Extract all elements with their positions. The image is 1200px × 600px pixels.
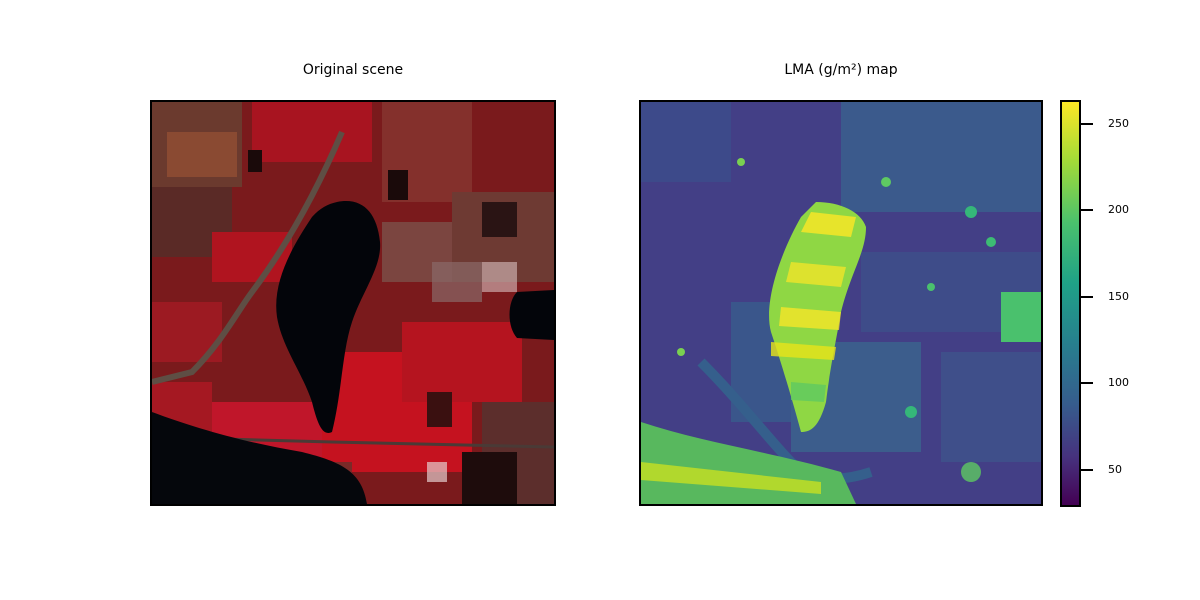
right-panel-title: LMA (g/m²) map xyxy=(784,62,898,78)
lma-map-image xyxy=(639,100,1043,506)
colorbar-tick xyxy=(1081,123,1093,125)
colorbar-tick xyxy=(1081,469,1093,471)
left-panel-title: Original scene xyxy=(302,62,404,78)
colorbar-tick xyxy=(1081,382,1093,384)
colorbar-label: 100 xyxy=(1108,376,1129,389)
colorbar-tick xyxy=(1081,209,1093,211)
colorbar-tick xyxy=(1081,296,1093,298)
original-scene-image xyxy=(150,100,556,506)
colorbar-label: 250 xyxy=(1108,117,1129,130)
colorbar xyxy=(1060,100,1081,507)
colorbar-label: 200 xyxy=(1108,203,1129,216)
colorbar-label: 150 xyxy=(1108,290,1129,303)
colorbar-label: 50 xyxy=(1108,463,1122,476)
